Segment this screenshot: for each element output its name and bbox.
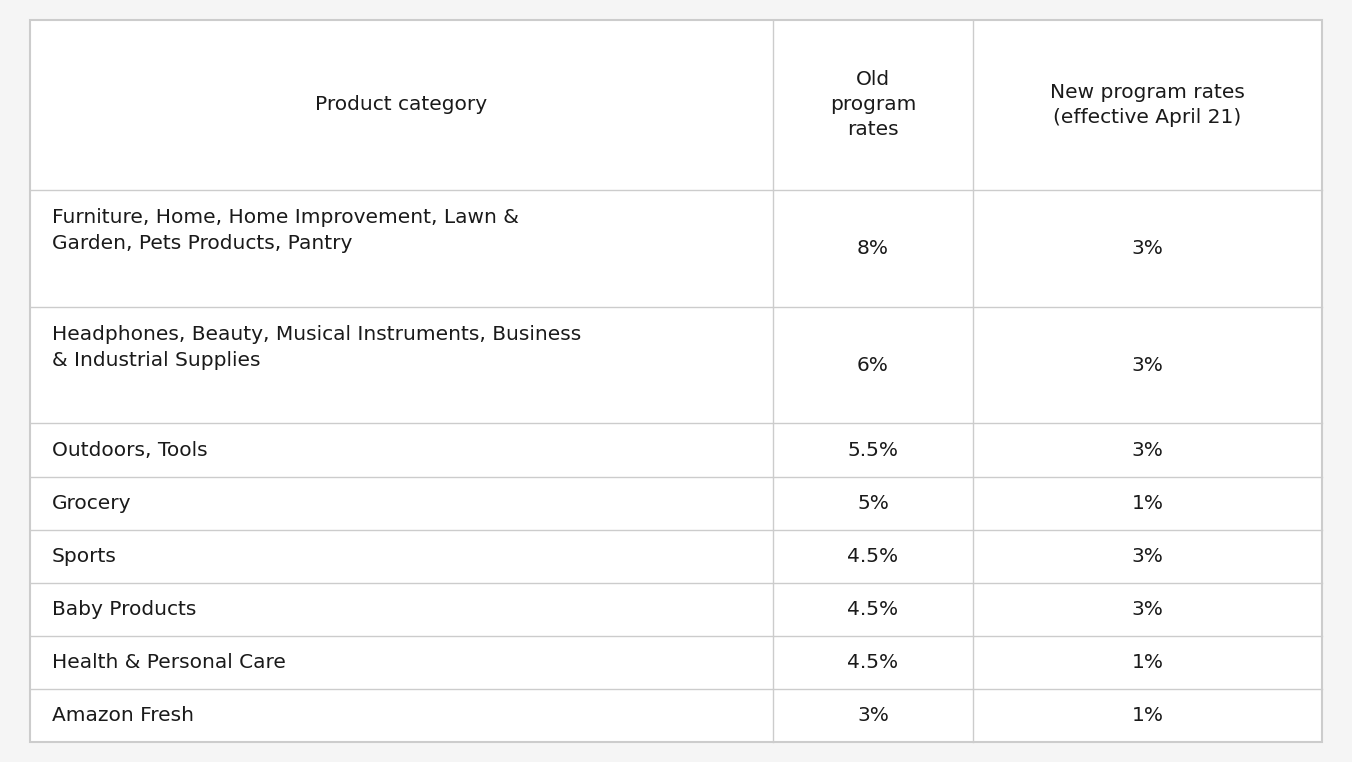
Text: 3%: 3%	[857, 706, 890, 725]
Text: Old
program
rates: Old program rates	[830, 70, 917, 139]
Text: Amazon Fresh: Amazon Fresh	[51, 706, 193, 725]
Text: 4.5%: 4.5%	[848, 653, 899, 672]
Text: 3%: 3%	[1132, 440, 1164, 459]
Text: 1%: 1%	[1132, 653, 1164, 672]
Text: 3%: 3%	[1132, 600, 1164, 619]
Text: 4.5%: 4.5%	[848, 546, 899, 565]
Text: Sports: Sports	[51, 546, 116, 565]
Text: Baby Products: Baby Products	[51, 600, 196, 619]
Text: 5.5%: 5.5%	[848, 440, 899, 459]
Text: 3%: 3%	[1132, 546, 1164, 565]
Text: Headphones, Beauty, Musical Instruments, Business
& Industrial Supplies: Headphones, Beauty, Musical Instruments,…	[51, 325, 581, 370]
Text: 6%: 6%	[857, 356, 890, 375]
Text: 5%: 5%	[857, 494, 890, 513]
Text: Outdoors, Tools: Outdoors, Tools	[51, 440, 208, 459]
Text: 1%: 1%	[1132, 706, 1164, 725]
Text: 3%: 3%	[1132, 239, 1164, 258]
Text: Grocery: Grocery	[51, 494, 131, 513]
Text: 1%: 1%	[1132, 494, 1164, 513]
FancyBboxPatch shape	[30, 20, 1322, 742]
Text: 3%: 3%	[1132, 356, 1164, 375]
Text: Health & Personal Care: Health & Personal Care	[51, 653, 285, 672]
Text: 8%: 8%	[857, 239, 890, 258]
Text: Furniture, Home, Home Improvement, Lawn &
Garden, Pets Products, Pantry: Furniture, Home, Home Improvement, Lawn …	[51, 208, 519, 254]
Text: 4.5%: 4.5%	[848, 600, 899, 619]
Text: Product category: Product category	[315, 95, 488, 114]
Text: New program rates
(effective April 21): New program rates (effective April 21)	[1051, 83, 1245, 127]
